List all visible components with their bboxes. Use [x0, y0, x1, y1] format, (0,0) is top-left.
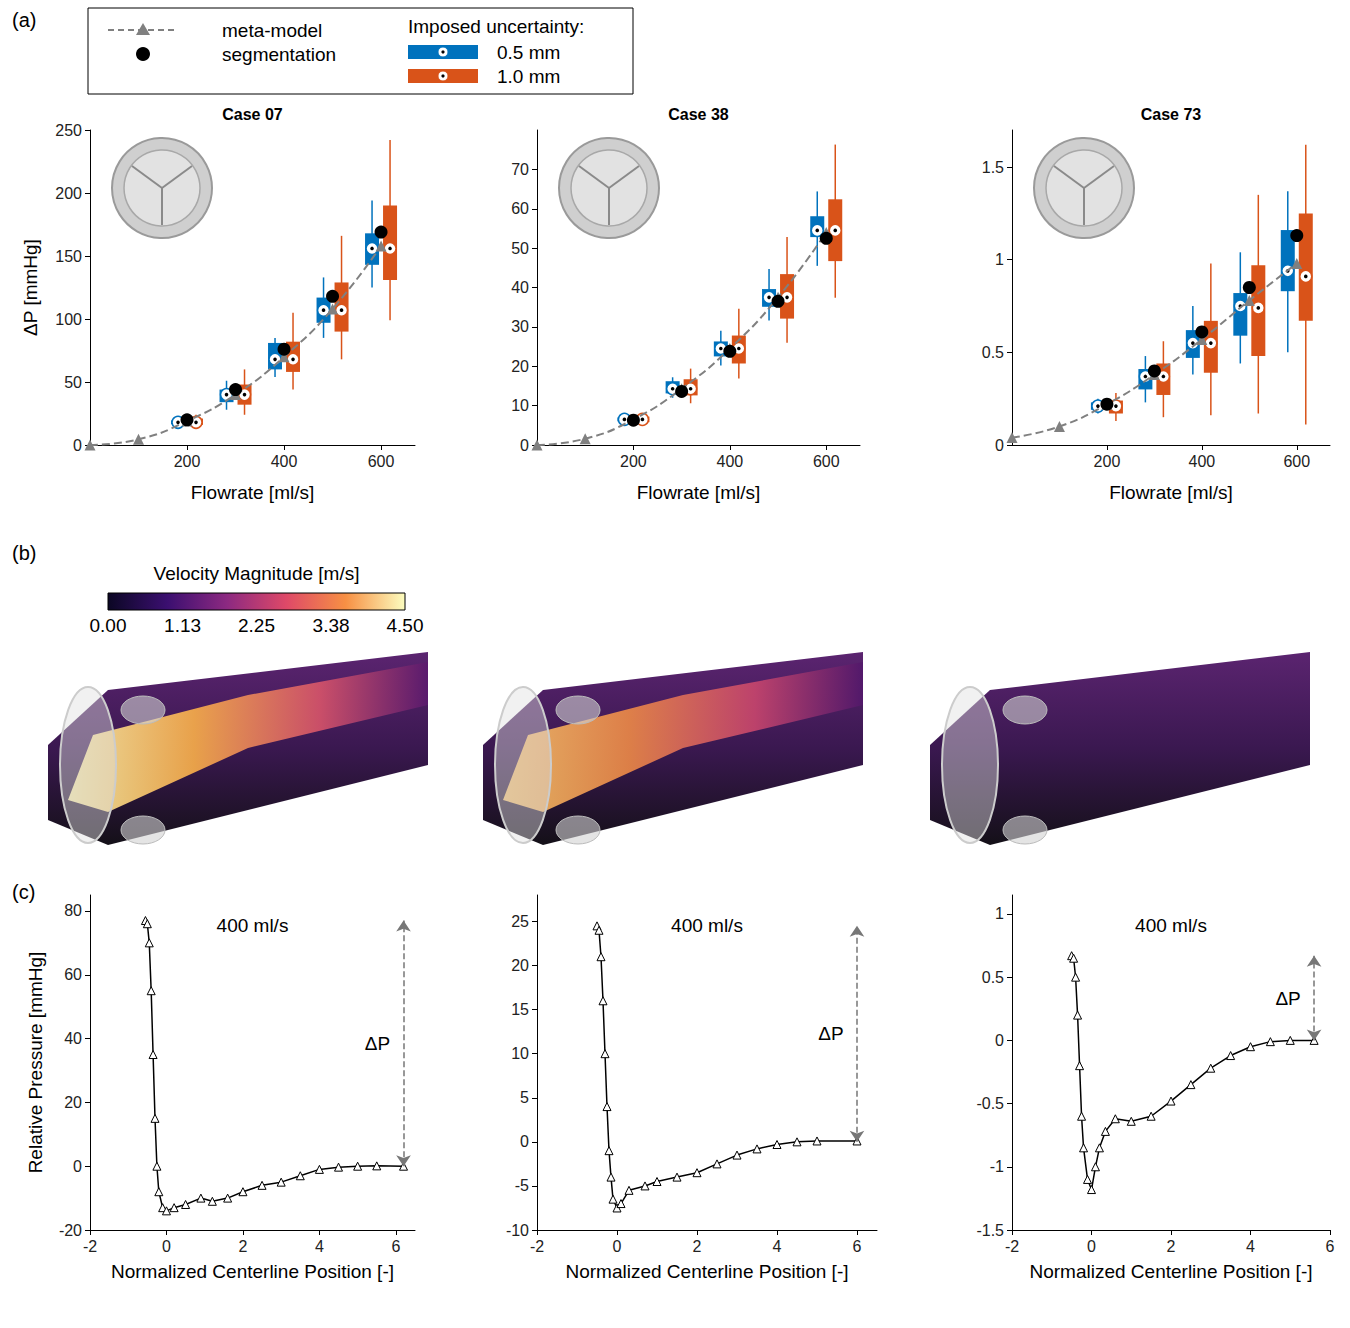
svg-text:400: 400: [271, 453, 298, 470]
svg-text:100: 100: [55, 311, 82, 328]
svg-text:1.5: 1.5: [982, 159, 1004, 176]
svg-text:2.25: 2.25: [238, 615, 275, 636]
svg-text:200: 200: [1094, 453, 1121, 470]
svg-text:80: 80: [64, 902, 82, 919]
svg-text:2: 2: [1167, 1238, 1176, 1255]
svg-text:600: 600: [1283, 453, 1310, 470]
svg-text:150: 150: [55, 248, 82, 265]
svg-text:0: 0: [162, 1238, 171, 1255]
svg-text:400 ml/s: 400 ml/s: [1135, 915, 1207, 936]
svg-text:ΔP [mmHg]: ΔP [mmHg]: [20, 239, 41, 336]
svg-text:400: 400: [716, 453, 743, 470]
svg-text:0: 0: [1087, 1238, 1096, 1255]
svg-text:-1.5: -1.5: [976, 1222, 1004, 1239]
svg-text:20: 20: [511, 957, 529, 974]
svg-text:40: 40: [511, 279, 529, 296]
svg-text:250: 250: [55, 122, 82, 139]
svg-text:1: 1: [995, 251, 1004, 268]
svg-text:25: 25: [511, 913, 529, 930]
svg-text:0: 0: [73, 1158, 82, 1175]
svg-text:Relative Pressure [mmHg]: Relative Pressure [mmHg]: [25, 952, 46, 1174]
svg-text:4: 4: [315, 1238, 324, 1255]
svg-text:10: 10: [511, 397, 529, 414]
svg-text:5: 5: [520, 1089, 529, 1106]
svg-text:0: 0: [73, 437, 82, 454]
svg-text:60: 60: [511, 200, 529, 217]
svg-text:ΔP: ΔP: [818, 1023, 843, 1044]
svg-text:200: 200: [620, 453, 647, 470]
svg-text:-5: -5: [515, 1177, 529, 1194]
svg-text:200: 200: [174, 453, 201, 470]
svg-text:30: 30: [511, 318, 529, 335]
svg-text:-2: -2: [83, 1238, 97, 1255]
svg-text:Case 73: Case 73: [1141, 106, 1202, 123]
svg-text:20: 20: [511, 358, 529, 375]
svg-text:3.38: 3.38: [313, 615, 350, 636]
svg-text:50: 50: [64, 374, 82, 391]
svg-text:2: 2: [238, 1238, 247, 1255]
svg-text:600: 600: [813, 453, 840, 470]
svg-text:Flowrate [ml/s]: Flowrate [ml/s]: [1109, 482, 1233, 503]
svg-text:600: 600: [368, 453, 395, 470]
svg-text:15: 15: [511, 1001, 529, 1018]
svg-text:4: 4: [1246, 1238, 1255, 1255]
svg-text:200: 200: [55, 185, 82, 202]
svg-text:segmentation: segmentation: [222, 44, 336, 65]
svg-text:10: 10: [511, 1045, 529, 1062]
svg-text:meta-model: meta-model: [222, 20, 322, 41]
svg-text:-10: -10: [506, 1222, 529, 1239]
svg-text:0.00: 0.00: [90, 615, 127, 636]
svg-text:Flowrate [ml/s]: Flowrate [ml/s]: [637, 482, 761, 503]
svg-text:400 ml/s: 400 ml/s: [671, 915, 743, 936]
svg-text:20: 20: [64, 1094, 82, 1111]
svg-text:0: 0: [520, 437, 529, 454]
svg-text:-20: -20: [59, 1222, 82, 1239]
svg-text:-2: -2: [1005, 1238, 1019, 1255]
svg-text:Velocity Magnitude [m/s]: Velocity Magnitude [m/s]: [154, 563, 360, 584]
svg-text:1.0 mm: 1.0 mm: [497, 66, 560, 87]
svg-text:0: 0: [995, 1032, 1004, 1049]
svg-text:Imposed uncertainty:: Imposed uncertainty:: [408, 16, 584, 37]
svg-text:(a): (a): [12, 9, 36, 31]
svg-text:4.50: 4.50: [387, 615, 424, 636]
svg-text:ΔP: ΔP: [365, 1033, 390, 1054]
svg-text:-2: -2: [530, 1238, 544, 1255]
svg-text:Case 07: Case 07: [222, 106, 283, 123]
svg-text:70: 70: [511, 161, 529, 178]
svg-text:0.5 mm: 0.5 mm: [497, 42, 560, 63]
svg-text:Flowrate [ml/s]: Flowrate [ml/s]: [191, 482, 315, 503]
svg-text:50: 50: [511, 240, 529, 257]
svg-text:0: 0: [613, 1238, 622, 1255]
svg-text:(c): (c): [12, 881, 35, 903]
svg-text:6: 6: [391, 1238, 400, 1255]
svg-text:Normalized Centerline Position: Normalized Centerline Position [-]: [565, 1261, 848, 1282]
svg-text:6: 6: [853, 1238, 862, 1255]
svg-text:40: 40: [64, 1030, 82, 1047]
svg-text:0: 0: [995, 437, 1004, 454]
svg-text:1: 1: [995, 905, 1004, 922]
svg-text:6: 6: [1326, 1238, 1335, 1255]
svg-text:400: 400: [1188, 453, 1215, 470]
svg-text:1.13: 1.13: [164, 615, 201, 636]
svg-text:Case 38: Case 38: [668, 106, 729, 123]
svg-text:Normalized Centerline Position: Normalized Centerline Position [-]: [1029, 1261, 1312, 1282]
svg-text:0: 0: [520, 1133, 529, 1150]
svg-text:(b): (b): [12, 542, 36, 564]
svg-text:ΔP: ΔP: [1275, 988, 1300, 1009]
svg-text:2: 2: [693, 1238, 702, 1255]
svg-text:Normalized Centerline Position: Normalized Centerline Position [-]: [111, 1261, 394, 1282]
svg-text:4: 4: [773, 1238, 782, 1255]
svg-text:400 ml/s: 400 ml/s: [217, 915, 289, 936]
svg-text:0.5: 0.5: [982, 969, 1004, 986]
svg-text:-1: -1: [990, 1158, 1004, 1175]
svg-text:-0.5: -0.5: [976, 1095, 1004, 1112]
svg-text:60: 60: [64, 966, 82, 983]
svg-text:0.5: 0.5: [982, 344, 1004, 361]
